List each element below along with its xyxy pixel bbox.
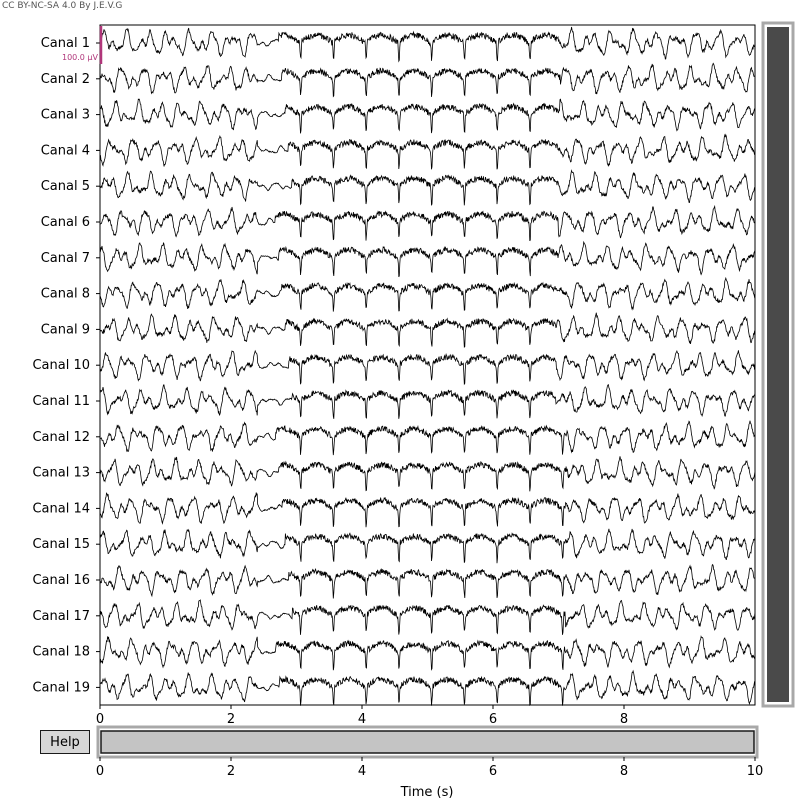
x-tick-label: 2	[227, 712, 235, 727]
slider-tick-label: 10	[747, 764, 764, 779]
channel-trace	[99, 635, 756, 671]
channel-trace	[99, 204, 756, 242]
channel-trace	[99, 669, 756, 707]
channel-trace	[99, 456, 756, 492]
channel-label: Canal 13	[32, 466, 90, 481]
help-button[interactable]: Help	[40, 730, 90, 754]
channel-label: Canal 11	[32, 394, 90, 409]
channel-labels: Canal 1 Canal 2 Canal 3 Canal 4 Canal 5 Canal…	[32, 36, 100, 695]
channel-trace	[100, 563, 756, 599]
time-slider-axis: 0 2 4 6 8 10	[96, 757, 763, 779]
channel-label: Canal 4	[41, 143, 90, 158]
slider-tick-label: 0	[96, 764, 104, 779]
channel-label: Canal 8	[41, 287, 90, 302]
channel-label: Canal 10	[32, 358, 90, 373]
channel-label: Canal 1	[41, 36, 90, 51]
time-axis: 0 2 4 6 8	[96, 705, 628, 727]
channel-trace	[99, 26, 756, 63]
channel-trace	[99, 312, 756, 348]
x-tick-label: 0	[96, 712, 104, 727]
channel-label: Canal 12	[32, 430, 90, 445]
channel-label: Canal 15	[32, 537, 90, 552]
channel-trace	[99, 62, 756, 98]
channel-trace	[99, 133, 756, 170]
channel-trace	[99, 240, 756, 278]
channel-label: Canal 19	[32, 680, 90, 695]
signal-axes-frame	[99, 24, 756, 706]
channel-label: Canal 2	[41, 72, 90, 87]
channel-trace	[99, 599, 756, 635]
channel-label: Canal 14	[32, 501, 90, 516]
channel-scrollbar-thumb[interactable]	[767, 27, 789, 702]
channel-label: Canal 17	[32, 609, 90, 624]
channel-label: Canal 9	[41, 322, 90, 337]
signal-traces	[99, 26, 756, 707]
scale-bar-label: 100.0 µV	[62, 53, 99, 62]
channel-label: Canal 5	[41, 179, 90, 194]
channel-trace	[99, 98, 756, 134]
channel-trace	[99, 492, 756, 528]
x-axis-label: Time (s)	[400, 785, 454, 800]
channel-trace	[99, 528, 756, 564]
slider-tick-label: 2	[227, 764, 235, 779]
x-tick-label: 6	[489, 712, 497, 727]
channel-trace	[99, 276, 756, 312]
slider-tick-label: 6	[489, 764, 497, 779]
time-slider-thumb[interactable]	[100, 730, 755, 754]
channel-trace	[99, 169, 756, 206]
x-tick-label: 8	[620, 712, 628, 727]
channel-trace	[99, 349, 756, 386]
credit-text: CC BY-NC-SA 4.0 By J.E.V.G	[2, 1, 123, 11]
channel-label: Canal 18	[32, 645, 90, 660]
slider-tick-label: 4	[358, 764, 366, 779]
channel-trace	[99, 384, 756, 419]
slider-tick-label: 8	[620, 764, 628, 779]
channel-label: Canal 6	[41, 215, 90, 230]
channel-label: Canal 7	[41, 251, 90, 266]
channel-label: Canal 16	[32, 573, 90, 588]
channel-label: Canal 3	[41, 108, 90, 123]
x-tick-label: 4	[358, 712, 366, 727]
channel-trace	[99, 420, 756, 456]
